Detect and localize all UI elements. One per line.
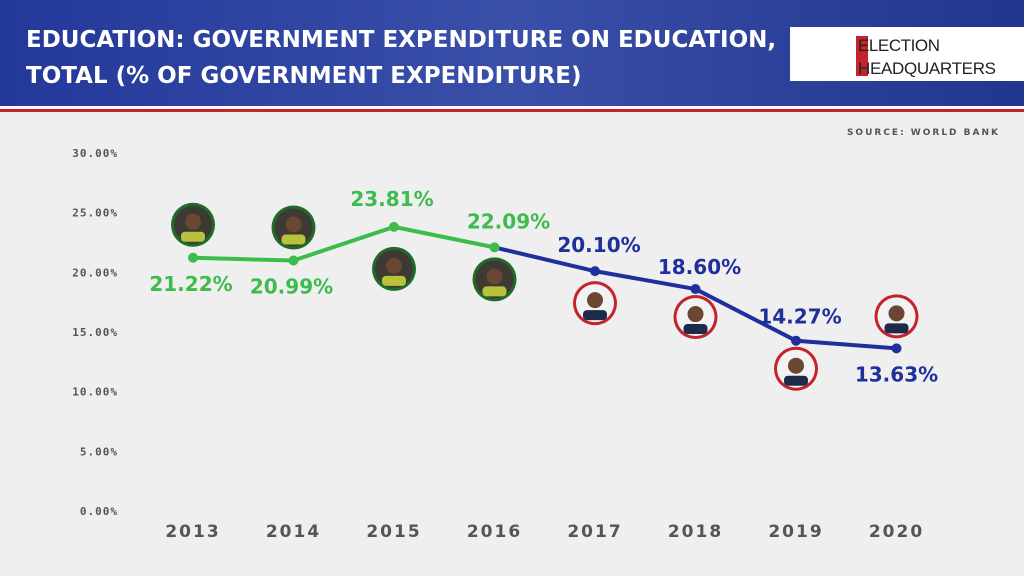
- chart-title: EDUCATION: GOVERNMENT EXPENDITURE ON EDU…: [26, 27, 776, 53]
- portrait-face: [788, 357, 804, 374]
- value-label: 14.27%: [758, 305, 841, 329]
- portrait-body: [181, 231, 205, 242]
- value-label: 23.81%: [350, 187, 433, 211]
- logo-mark: [856, 36, 868, 76]
- value-label: 13.63%: [855, 362, 938, 386]
- x-tick-label: 2017: [567, 522, 622, 542]
- value-label: 18.60%: [658, 255, 741, 279]
- point: [791, 335, 801, 346]
- portrait-face: [486, 268, 503, 285]
- portrait-body: [583, 310, 607, 321]
- point: [590, 266, 600, 277]
- line-segment: [192, 224, 495, 263]
- y-tick-label: 15.00%: [72, 326, 118, 339]
- portrait-face: [587, 292, 603, 309]
- header-stripe: [0, 109, 1024, 112]
- point: [389, 221, 399, 232]
- y-tick-label: 20.00%: [72, 266, 118, 279]
- logo-text: HEADQUARTERS: [858, 59, 996, 78]
- y-tick-label: 5.00%: [80, 445, 118, 458]
- x-tick-label: 2020: [869, 522, 924, 542]
- point: [288, 255, 299, 266]
- y-tick-label: 30.00%: [72, 147, 118, 160]
- portrait-face: [386, 257, 402, 274]
- x-tick-label: 2013: [165, 522, 220, 542]
- value-label: 21.22%: [149, 272, 232, 296]
- portrait-face: [888, 305, 905, 322]
- x-tick-label: 2019: [768, 522, 823, 542]
- logo-text: ELECTION: [858, 36, 940, 55]
- source: SOURCE: WORLD BANK: [847, 128, 1000, 138]
- portrait-body: [482, 286, 507, 297]
- logo-box: [790, 27, 1024, 81]
- portrait-face: [285, 216, 302, 233]
- value-label: 20.99%: [250, 275, 333, 299]
- value-label: 22.09%: [467, 209, 550, 233]
- y-tick-label: 0.00%: [80, 505, 118, 518]
- point: [891, 343, 902, 354]
- x-tick-label: 2014: [266, 522, 321, 542]
- point: [188, 252, 198, 263]
- y-tick-label: 10.00%: [72, 386, 118, 399]
- portrait-body: [784, 375, 808, 386]
- x-tick-label: 2016: [467, 522, 522, 542]
- x-tick-label: 2015: [366, 522, 421, 542]
- portrait-face: [687, 306, 704, 323]
- portrait-face: [185, 213, 201, 230]
- x-tick-label: 2018: [668, 522, 723, 542]
- header-stripe: [0, 106, 1024, 109]
- point: [489, 242, 500, 253]
- portrait-body: [683, 324, 708, 335]
- portrait-body: [884, 323, 909, 334]
- value-label: 20.10%: [557, 233, 640, 257]
- portrait-body: [281, 234, 306, 245]
- chart-title: TOTAL (% OF GOVERNMENT EXPENDITURE): [26, 63, 581, 89]
- portrait-body: [382, 275, 406, 286]
- y-tick-label: 25.00%: [72, 207, 118, 220]
- point: [690, 284, 701, 295]
